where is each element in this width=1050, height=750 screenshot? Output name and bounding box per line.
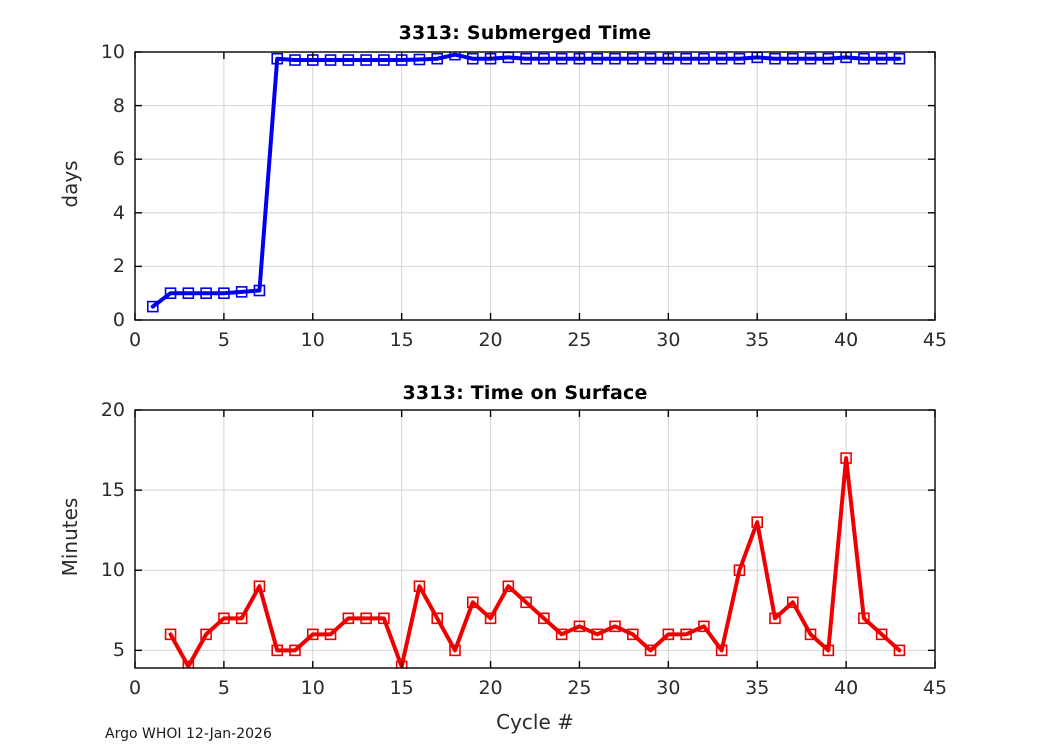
time-on-surface-plot [0, 360, 1050, 750]
gridlines [135, 410, 935, 668]
bottom-clip [0, 669, 1050, 750]
x-tick-label: 35 [745, 329, 770, 351]
x-tick-label: 40 [834, 677, 859, 699]
x-tick-label: 5 [217, 677, 230, 699]
submerged-time-panel: 3313: Submerged Time 0 5 10 15 20 25 30 35 40 45 0… [0, 0, 1050, 360]
y-tick-label: 0 [112, 309, 125, 331]
x-tick-label: 15 [389, 677, 414, 699]
top-clip [0, 0, 1050, 52]
gridlines [135, 52, 935, 320]
tick-marks [134, 409, 936, 668]
data-series-line [150, 52, 902, 309]
axis-box [134, 409, 936, 669]
x-tick-label: 45 [922, 329, 948, 351]
x-tick-label: 15 [389, 329, 414, 351]
x-tick-label: 40 [834, 329, 859, 351]
x-tick-label: 30 [656, 329, 681, 351]
y-axis-label: Minutes [58, 497, 82, 577]
y-axis-label: days [58, 160, 82, 208]
x-tick-label: 35 [745, 677, 770, 699]
data-markers [164, 452, 906, 673]
x-tick-label: 10 [300, 677, 325, 699]
bottom-clip [0, 321, 1050, 360]
x-axis-label: Cycle # [496, 710, 574, 734]
y-tick-label: 10 [100, 41, 125, 63]
submerged-time-plot [0, 0, 1050, 360]
top-clip [0, 360, 1050, 410]
x-tick-label: 20 [478, 677, 503, 699]
submerged-time-title: 3313: Submerged Time [398, 22, 652, 44]
figure-credit: Argo WHOI 12-Jan-2026 [105, 726, 272, 742]
x-tick-label: 10 [300, 329, 325, 351]
y-tick-label: 8 [112, 94, 125, 117]
y-tick-label: 4 [112, 201, 125, 224]
axis-box [134, 51, 936, 321]
x-tick-label: 5 [217, 329, 230, 351]
y-tick-label: 20 [100, 399, 125, 421]
x-tick-label: 25 [567, 677, 592, 699]
time-on-surface-title: 3313: Time on Surface [402, 382, 648, 404]
x-tick-label: 0 [128, 329, 142, 351]
y-tick-label: 10 [100, 559, 125, 582]
x-tick-label: 45 [922, 677, 948, 699]
y-tick-label: 2 [112, 255, 125, 278]
time-on-surface-panel: 3313: Time on Surface 0 5 10 15 20 25 30 35 40 45… [0, 360, 1050, 750]
data-markers [146, 48, 906, 313]
x-tick-label: 0 [128, 677, 142, 699]
data-series-line [168, 456, 902, 669]
x-tick-label: 30 [656, 677, 681, 699]
y-tick-label: 15 [100, 479, 125, 502]
tick-marks [134, 51, 936, 321]
y-tick-label: 6 [112, 148, 125, 171]
x-tick-label: 25 [567, 329, 592, 351]
x-tick-label: 20 [478, 329, 503, 351]
y-tick-label: 5 [112, 639, 125, 662]
